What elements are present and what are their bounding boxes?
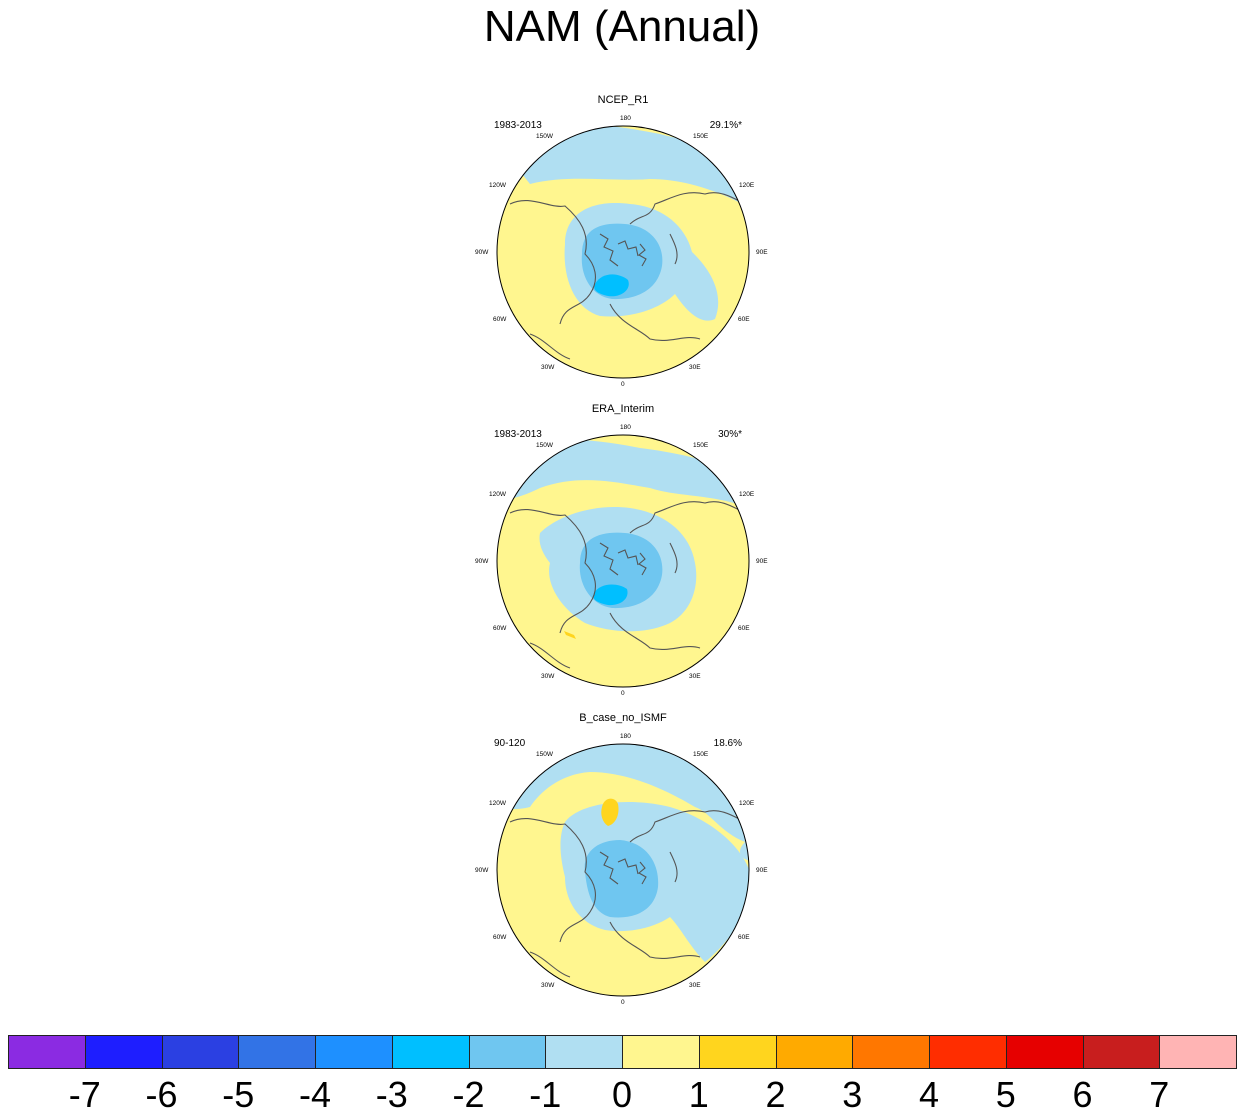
colorbar-tick-label: -4: [298, 1074, 331, 1115]
map-boundary: [496, 125, 750, 379]
colorbar-tick-label: 3: [842, 1074, 863, 1115]
lon-label: 90E: [756, 558, 768, 565]
coastline: [509, 810, 746, 978]
colorbar-box: [1082, 1035, 1161, 1069]
lon-label: 60E: [738, 316, 750, 323]
colorbar-tick-label: -2: [452, 1074, 485, 1115]
lon-label: 0: [621, 690, 625, 697]
panel-variance: 18.6%: [713, 738, 742, 749]
colorbar-tick-label: -1: [529, 1074, 562, 1115]
coastline: [509, 501, 746, 669]
colorbar-box: [1159, 1035, 1237, 1069]
coastline: [509, 192, 746, 360]
arctic-anomaly-core: [593, 584, 628, 606]
panel-period: 90-120: [494, 738, 526, 749]
lon-label: 90E: [756, 249, 768, 256]
colorbar-box: [622, 1035, 700, 1069]
panel-variance: 30%*: [718, 429, 742, 440]
figure-title: NAM (Annual): [483, 2, 761, 51]
lon-label: 30W: [541, 982, 555, 989]
lon-label: 90W: [475, 867, 489, 874]
polar-map: [496, 743, 750, 997]
polar-map: [496, 434, 750, 688]
positive-anomaly-patch: [564, 631, 576, 639]
lon-label: 30E: [689, 982, 701, 989]
lon-label: 120E: [739, 800, 755, 807]
colorbar-tick-label: 4: [918, 1074, 940, 1115]
map-panel-ncep: NCEP_R1 1983-2013 29.1%* 180 150W 150E 1…: [470, 94, 776, 394]
lon-label: 90E: [756, 867, 768, 874]
lon-label: 60W: [493, 625, 507, 632]
colorbar-tick-label: -7: [68, 1074, 101, 1115]
lon-label: 180: [620, 733, 631, 740]
map-boundary: [496, 743, 750, 997]
colorbar-box: [238, 1035, 316, 1069]
map-panel-era: ERA_Interim 1983-2013 30%* 180 150W 150E…: [470, 403, 776, 703]
lon-label: 150W: [536, 442, 553, 449]
pacific-anomaly-region: [497, 744, 749, 862]
lon-label: 120W: [489, 800, 506, 807]
lon-label: 60E: [738, 625, 750, 632]
lon-label: 180: [620, 424, 631, 431]
lon-label: 150W: [536, 751, 553, 758]
colorbar-box: [1005, 1035, 1084, 1069]
colorbar-tick-label: -6: [145, 1074, 178, 1115]
colorbar-tick-label: 7: [1149, 1074, 1170, 1115]
pacific-anomaly-region: [497, 439, 749, 513]
map-boundary: [496, 434, 750, 688]
colorbar: [8, 1035, 1237, 1069]
lon-label: 60W: [493, 316, 507, 323]
panel-title: B_case_no_ISMF: [579, 712, 667, 724]
colorbar-tick-label: 0: [611, 1074, 633, 1115]
lon-label: 0: [621, 381, 625, 388]
panel-period: 1983-2013: [494, 429, 542, 440]
colorbar-box: [852, 1035, 930, 1069]
lon-label: 30W: [541, 364, 555, 371]
lon-label: 90W: [475, 558, 489, 565]
lon-label: 60W: [493, 934, 507, 941]
panel-variance: 29.1%*: [709, 120, 742, 131]
lon-label: 30E: [689, 673, 701, 680]
colorbar-box: [84, 1035, 163, 1069]
positive-anomaly-patch: [601, 798, 619, 826]
lon-label: 120E: [739, 182, 755, 189]
lon-label: 30W: [541, 673, 555, 680]
lon-label: 150W: [536, 133, 553, 140]
colorbar-tick-label: 1: [688, 1074, 709, 1115]
colorbar-box: [315, 1035, 393, 1069]
colorbar-box: [698, 1035, 777, 1069]
colorbar-tick-label: 2: [765, 1074, 786, 1115]
lon-label: 150E: [693, 133, 709, 140]
colorbar-tick-label: 6: [1072, 1074, 1093, 1115]
lon-label: 150E: [693, 442, 709, 449]
panel-period: 1983-2013: [494, 120, 542, 131]
lon-label: 180: [620, 115, 631, 122]
lon-label: 120W: [489, 182, 506, 189]
colorbar-box: [161, 1035, 240, 1069]
colorbar-box: [468, 1035, 547, 1069]
colorbar-tick-label: -3: [375, 1074, 408, 1115]
lon-label: 0: [621, 999, 625, 1006]
colorbar-tick-label: -5: [222, 1074, 255, 1115]
colorbar-tick-label: 5: [995, 1074, 1016, 1115]
colorbar-box: [545, 1035, 623, 1069]
polar-map: [496, 125, 750, 379]
panel-title: NCEP_R1: [597, 94, 649, 106]
arctic-anomaly-mid: [584, 840, 659, 918]
colorbar-box: [8, 1035, 86, 1069]
lon-label: 90W: [475, 249, 489, 256]
lon-label: 120E: [739, 491, 755, 498]
lon-label: 150E: [693, 751, 709, 758]
arctic-anomaly-core: [594, 274, 629, 297]
lon-label: 30E: [689, 364, 701, 371]
map-panel-b-case: B_case_no_ISMF 90-120 18.6% 180 150W 150…: [470, 712, 776, 1012]
lon-label: 120W: [489, 491, 506, 498]
colorbar-box: [775, 1035, 854, 1069]
colorbar-box: [929, 1035, 1007, 1069]
panel-title: ERA_Interim: [591, 403, 655, 415]
colorbar-box: [391, 1035, 470, 1069]
lon-label: 60E: [738, 934, 750, 941]
